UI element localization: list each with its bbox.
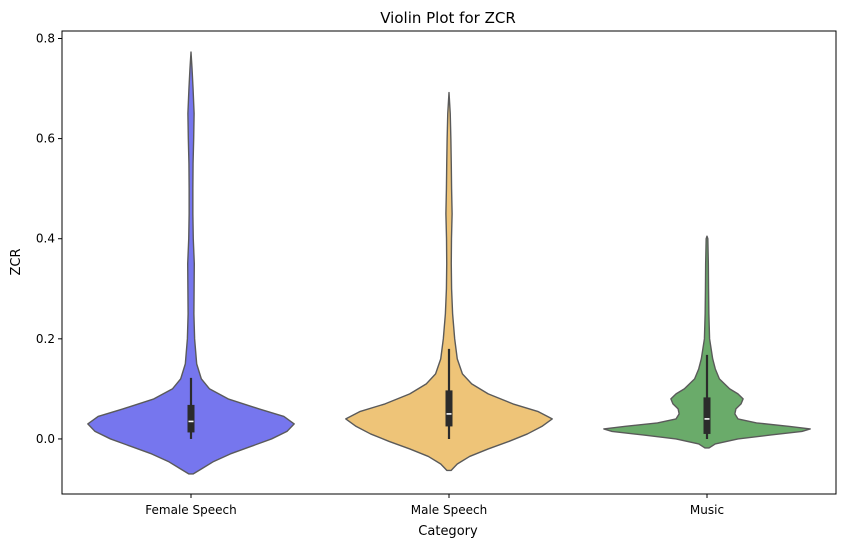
violin-body (345, 91, 553, 472)
y-tick-label: 0.2 (36, 332, 55, 346)
y-tick-label: 0.6 (36, 132, 55, 146)
violin-body (87, 51, 295, 475)
violin-iqr-box (703, 397, 711, 434)
x-axis-label: Category (418, 524, 478, 539)
x-tick-label: Music (690, 503, 724, 517)
x-axis: Female Speech Male Speech Music (145, 494, 724, 517)
y-axis: 0.0 0.2 0.4 0.6 0.8 (36, 32, 62, 446)
x-tick-label: Female Speech (145, 503, 236, 517)
violin-iqr-box (445, 390, 453, 427)
y-tick-label: 0.4 (36, 232, 55, 246)
y-tick-label: 0.8 (36, 32, 55, 46)
violin-body (603, 235, 811, 449)
chart-title: Violin Plot for ZCR (380, 9, 516, 27)
y-axis-label: ZCR (9, 248, 24, 275)
plot-area (87, 51, 811, 475)
x-tick-label: Male Speech (411, 503, 487, 517)
y-tick-label: 0.0 (36, 432, 55, 446)
violin-iqr-box (187, 404, 195, 433)
